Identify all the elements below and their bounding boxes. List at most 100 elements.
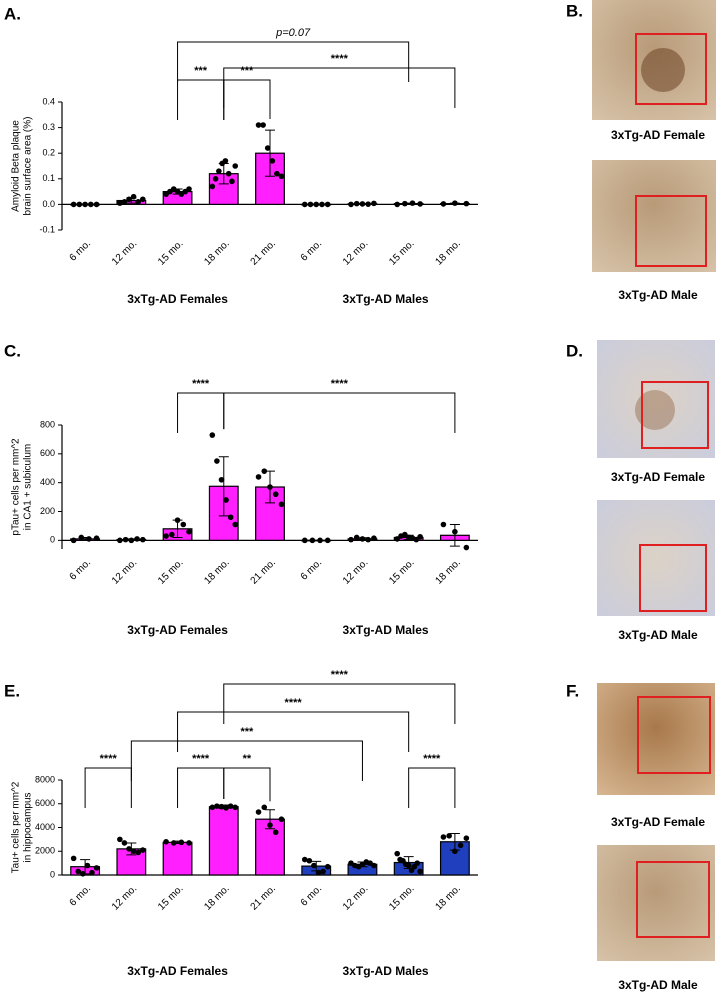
data-point	[139, 847, 146, 853]
data-point	[452, 200, 458, 206]
error-bar	[449, 523, 460, 547]
significance-label: ****	[100, 753, 118, 765]
data-point	[229, 178, 235, 185]
x-tick-label: 12 mo.	[341, 883, 370, 912]
panel-label: E.	[4, 681, 20, 700]
data-point	[209, 183, 216, 190]
data-point	[117, 200, 123, 206]
image-caption: 3xTg-AD Female	[611, 128, 705, 142]
y-tick-label: 0	[50, 535, 55, 545]
data-point	[274, 170, 280, 177]
data-point	[223, 497, 229, 503]
data-point	[232, 163, 239, 169]
data-point	[278, 173, 285, 180]
data-point	[80, 871, 86, 877]
x-tick-label: 6 mo.	[68, 883, 93, 908]
data-point	[121, 840, 128, 846]
data-point	[267, 484, 273, 490]
x-tick-label: 18 mo.	[433, 883, 462, 912]
data-point	[163, 838, 169, 845]
data-point	[269, 158, 276, 164]
data-point	[130, 193, 137, 200]
data-point	[70, 855, 77, 862]
x-tick-label: 12 mo.	[341, 238, 370, 267]
y-axis-title: pTau+ cells per mm^2	[11, 438, 22, 536]
y-axis-title: Amyloid Beta plaque	[11, 120, 22, 212]
data-point	[135, 849, 142, 856]
x-tick-label: 18 mo.	[202, 557, 231, 586]
data-point	[324, 537, 331, 544]
data-point	[255, 122, 262, 128]
data-point	[225, 170, 232, 177]
significance-label: ***	[240, 726, 254, 738]
y-tick-label: 0.0	[42, 199, 55, 209]
data-point	[452, 848, 458, 855]
data-point	[417, 201, 423, 207]
data-point	[186, 528, 192, 535]
data-point	[89, 869, 95, 876]
data-point	[70, 201, 77, 208]
data-point	[93, 201, 100, 208]
image-d-male	[597, 500, 715, 616]
significance-label: p=0.07	[275, 27, 311, 39]
data-point	[394, 850, 401, 857]
data-point	[255, 809, 262, 815]
x-tick-label: 12 mo.	[110, 238, 139, 267]
data-point	[261, 804, 268, 811]
data-point	[278, 816, 285, 822]
data-point	[223, 805, 229, 811]
data-point	[255, 474, 262, 480]
data-point	[324, 201, 331, 208]
data-point	[405, 862, 412, 869]
data-point	[209, 432, 216, 438]
y-tick-label: -0.1	[39, 224, 55, 234]
data-point	[70, 537, 77, 544]
error-bar	[218, 456, 229, 517]
significance-bracket	[223, 67, 456, 108]
y-tick-label: 2000	[35, 846, 55, 856]
data-point	[128, 537, 135, 544]
data-point	[402, 531, 408, 538]
significance-label: ****	[285, 697, 303, 709]
data-point	[117, 537, 123, 544]
data-point	[348, 536, 354, 543]
data-point	[209, 804, 216, 811]
data-point	[76, 201, 83, 208]
data-point	[261, 468, 268, 474]
data-point	[394, 536, 401, 542]
x-tick-label: 12 mo.	[341, 557, 370, 586]
significance-bracket	[408, 767, 456, 808]
image-caption: 3xTg-AD Male	[618, 288, 698, 302]
data-point	[135, 199, 142, 205]
group-label: 3xTg-AD Females	[127, 623, 228, 637]
data-point	[414, 860, 421, 866]
significance-bracket	[130, 740, 363, 781]
data-point	[320, 868, 326, 875]
image-caption: 3xTg-AD Female	[611, 815, 705, 829]
data-point	[75, 868, 82, 875]
data-point	[371, 200, 377, 207]
x-tick-label: 15 mo.	[387, 883, 416, 912]
data-point	[359, 536, 366, 542]
data-point	[301, 201, 308, 208]
y-tick-label: 0	[50, 869, 55, 879]
data-point	[402, 200, 408, 207]
data-point	[371, 535, 377, 541]
data-point	[139, 536, 146, 543]
data-point	[121, 199, 128, 205]
data-point	[452, 528, 458, 535]
data-point	[264, 145, 271, 151]
significance-label: **	[243, 753, 252, 765]
y-tick-label: 200	[40, 506, 55, 516]
data-point	[126, 196, 132, 203]
data-point	[139, 196, 146, 203]
x-tick-label: 21 mo.	[249, 557, 278, 586]
data-point	[311, 862, 317, 869]
significance-label: ****	[331, 669, 349, 681]
data-point	[174, 517, 181, 523]
y-tick-label: 0.4	[42, 96, 55, 106]
y-tick-label: 6000	[35, 798, 55, 808]
y-axis-title: brain surface area (%)	[23, 117, 34, 216]
panel-label: C.	[4, 341, 21, 360]
data-point	[93, 865, 100, 871]
